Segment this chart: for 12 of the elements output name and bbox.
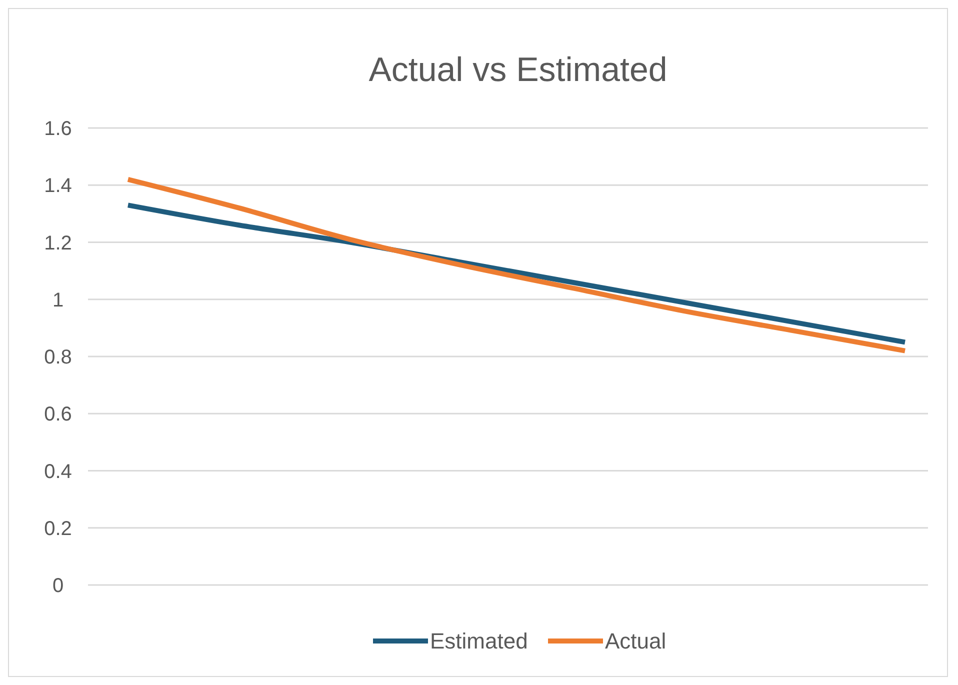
y-tick-label: 0.6: [44, 404, 72, 426]
y-tick-label: 0.8: [44, 346, 72, 368]
chart-title: Actual vs Estimated: [368, 51, 668, 89]
y-tick-label: 1.2: [44, 232, 72, 254]
y-tick-label: 1.6: [44, 118, 72, 140]
y-tick-label: 0.2: [44, 518, 72, 540]
legend-label: Actual: [605, 628, 666, 654]
y-tick-label: 1.4: [44, 175, 72, 198]
y-tick-label: 0.4: [44, 460, 72, 483]
y-tick-label: 1: [52, 289, 64, 312]
legend-label: Estimated: [430, 628, 528, 654]
y-tick-label: 0: [52, 575, 64, 597]
